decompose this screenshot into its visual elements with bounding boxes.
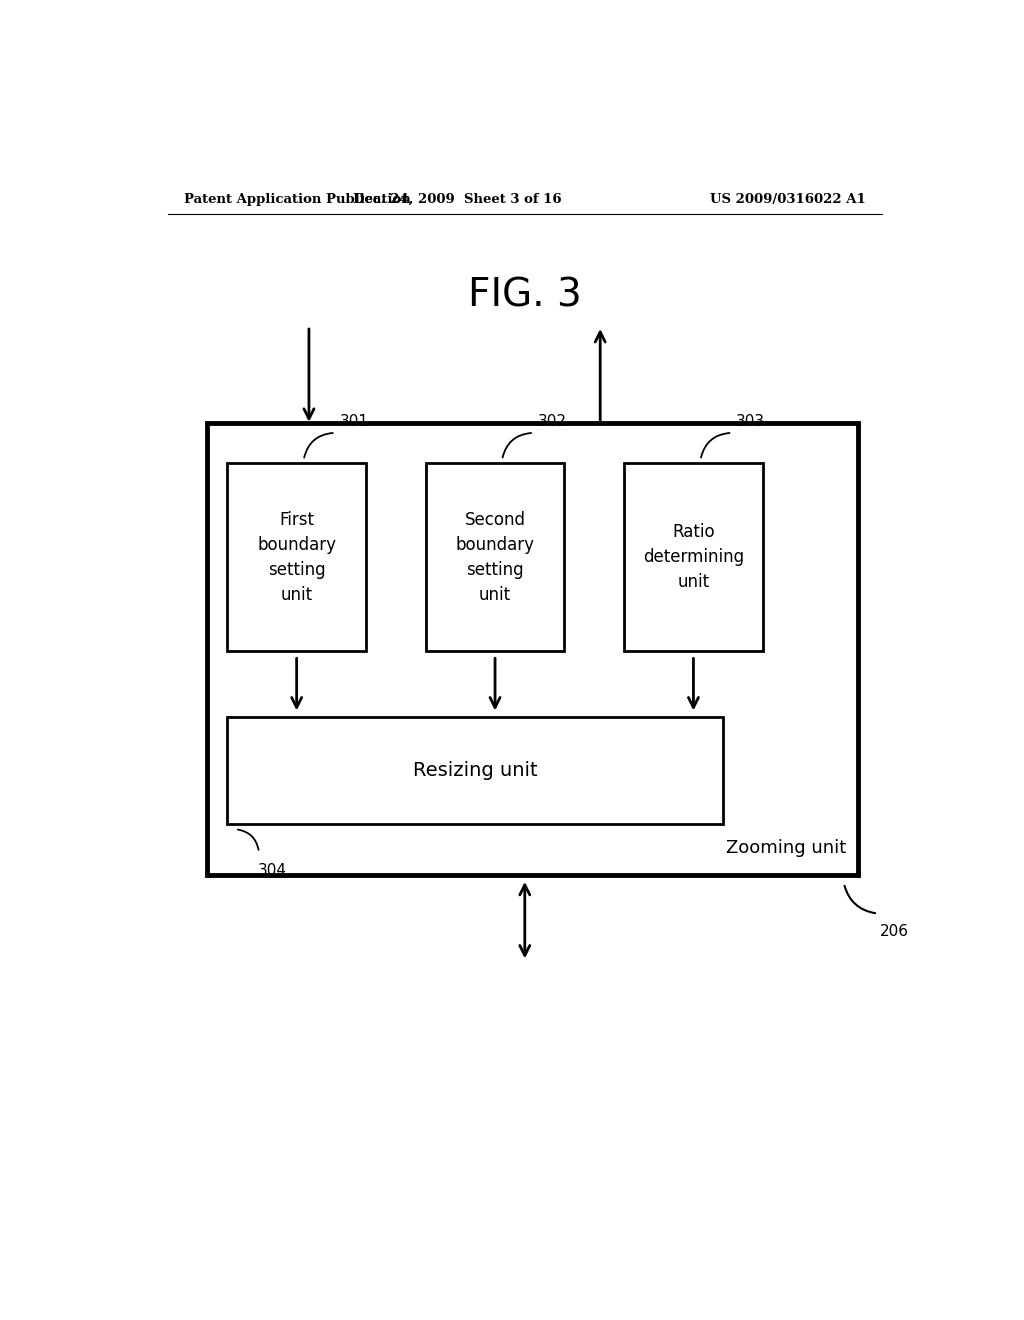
Bar <box>227 718 723 824</box>
Text: Dec. 24, 2009  Sheet 3 of 16: Dec. 24, 2009 Sheet 3 of 16 <box>353 193 561 206</box>
Bar <box>207 422 858 875</box>
Text: Zooming unit: Zooming unit <box>726 838 846 857</box>
Text: 206: 206 <box>881 924 909 939</box>
Bar <box>624 463 763 651</box>
Text: Resizing unit: Resizing unit <box>413 762 538 780</box>
Text: 304: 304 <box>257 863 287 878</box>
Text: 302: 302 <box>538 413 567 429</box>
Bar <box>426 463 564 651</box>
Text: 303: 303 <box>736 413 765 429</box>
Text: FIG. 3: FIG. 3 <box>468 277 582 314</box>
Bar <box>227 463 367 651</box>
Text: 301: 301 <box>340 413 369 429</box>
Text: US 2009/0316022 A1: US 2009/0316022 A1 <box>711 193 866 206</box>
Text: Second
boundary
setting
unit: Second boundary setting unit <box>456 511 535 603</box>
Text: Patent Application Publication: Patent Application Publication <box>183 193 411 206</box>
Text: First
boundary
setting
unit: First boundary setting unit <box>257 511 336 603</box>
Text: Ratio
determining
unit: Ratio determining unit <box>643 523 744 591</box>
